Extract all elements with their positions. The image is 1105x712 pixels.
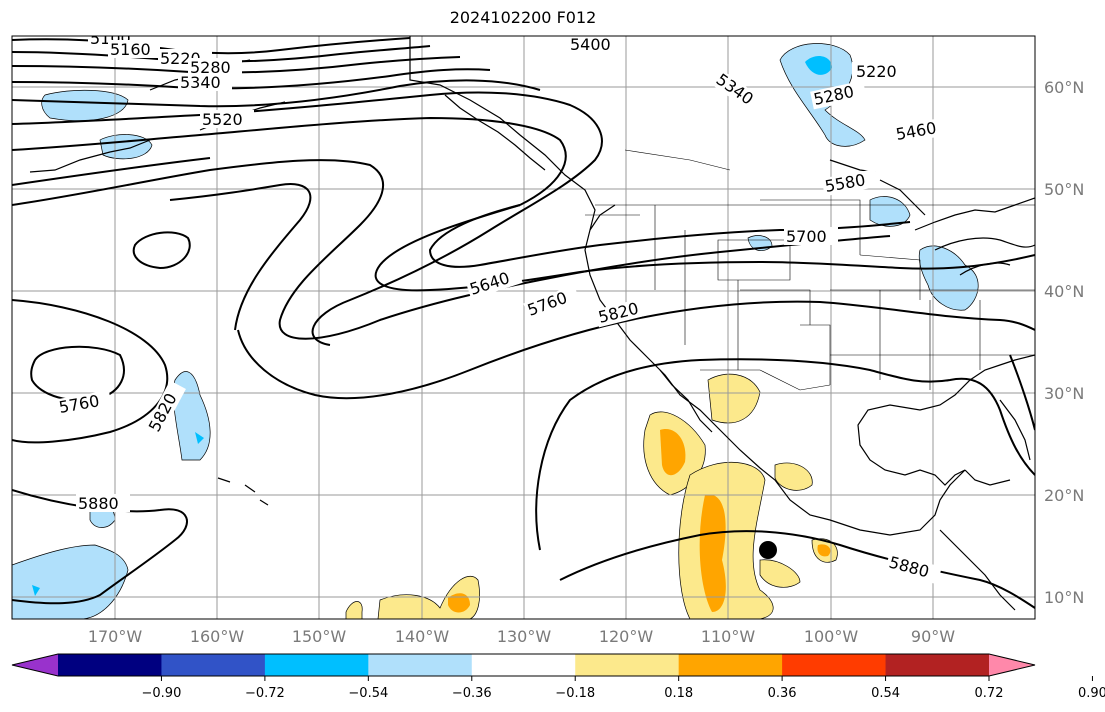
contour-label-5700: 5700 xyxy=(786,227,827,246)
colorbar-tick-label: −0.36 xyxy=(452,686,492,701)
colorbar-tick-label: 0.36 xyxy=(768,686,797,701)
lat-label: 10°N xyxy=(1044,588,1084,607)
map-frame xyxy=(11,35,1036,620)
colorbar-outline xyxy=(11,653,1036,677)
colorbar-tick-label: 0.54 xyxy=(871,686,900,701)
colorbar-tick-label: −0.72 xyxy=(245,686,285,701)
chart-title: 2024102200 F012 xyxy=(449,8,597,27)
colorbar-segment xyxy=(575,654,680,676)
lon-label: 140°W xyxy=(395,627,450,646)
contour-label-5280: 5280 xyxy=(190,58,231,77)
colorbar: −0.90 −0.72 −0.54 −0.36 −0.18 0.18 0.36 0.54 0.7… xyxy=(11,653,1105,701)
lon-label: 150°W xyxy=(292,627,347,646)
colorbar-extend-high xyxy=(989,654,1035,676)
lon-label: 170°W xyxy=(88,627,143,646)
positive-anomaly-shading xyxy=(345,373,838,619)
lat-label: 60°N xyxy=(1044,78,1084,97)
contour-label-5880: 5880 xyxy=(78,494,119,513)
longitude-labels: 170°W 160°W 150°W 140°W 130°W 120°W 110°… xyxy=(88,627,955,646)
lat-label: 20°N xyxy=(1044,486,1084,505)
contour-label-5520: 5520 xyxy=(202,110,243,129)
colorbar-segment xyxy=(161,654,266,676)
contour-label-5340: 5340 xyxy=(180,73,221,92)
colorbar-extend-low xyxy=(12,654,58,676)
storm-center-marker xyxy=(759,541,777,559)
colorbar-segment xyxy=(264,654,369,676)
colorbar-tick-label: −0.54 xyxy=(348,686,388,701)
contour-label-5160: 5160 xyxy=(110,40,151,59)
lon-label: 120°W xyxy=(599,627,654,646)
lat-label: 40°N xyxy=(1044,282,1084,301)
colorbar-tick-label: 0.72 xyxy=(975,686,1004,701)
lon-label: 130°W xyxy=(497,627,552,646)
lat-label: 30°N xyxy=(1044,384,1084,403)
lon-label: 100°W xyxy=(804,627,859,646)
contour-label-5400: 5400 xyxy=(570,35,611,54)
colorbar-segment xyxy=(58,654,162,676)
lon-label: 90°W xyxy=(911,627,955,646)
colorbar-segment xyxy=(471,654,576,676)
lon-label: 110°W xyxy=(701,627,756,646)
colorbar-segment xyxy=(885,654,990,676)
contour-label-5220-b: 5220 xyxy=(856,62,897,81)
colorbar-tick-label: 0.18 xyxy=(664,686,693,701)
colorbar-segment xyxy=(678,654,783,676)
latitude-labels: 60°N 50°N 40°N 30°N 20°N 10°N xyxy=(1044,78,1084,607)
colorbar-segment xyxy=(782,654,887,676)
colorbar-tick-label: −0.90 xyxy=(142,686,182,701)
colorbar-tick-label: −0.18 xyxy=(555,686,595,701)
lat-label: 50°N xyxy=(1044,180,1084,199)
political-borders xyxy=(409,36,1035,391)
lon-label: 160°W xyxy=(190,627,245,646)
colorbar-segment xyxy=(368,654,473,676)
colorbar-tick-label: 0.90 xyxy=(1078,686,1105,701)
